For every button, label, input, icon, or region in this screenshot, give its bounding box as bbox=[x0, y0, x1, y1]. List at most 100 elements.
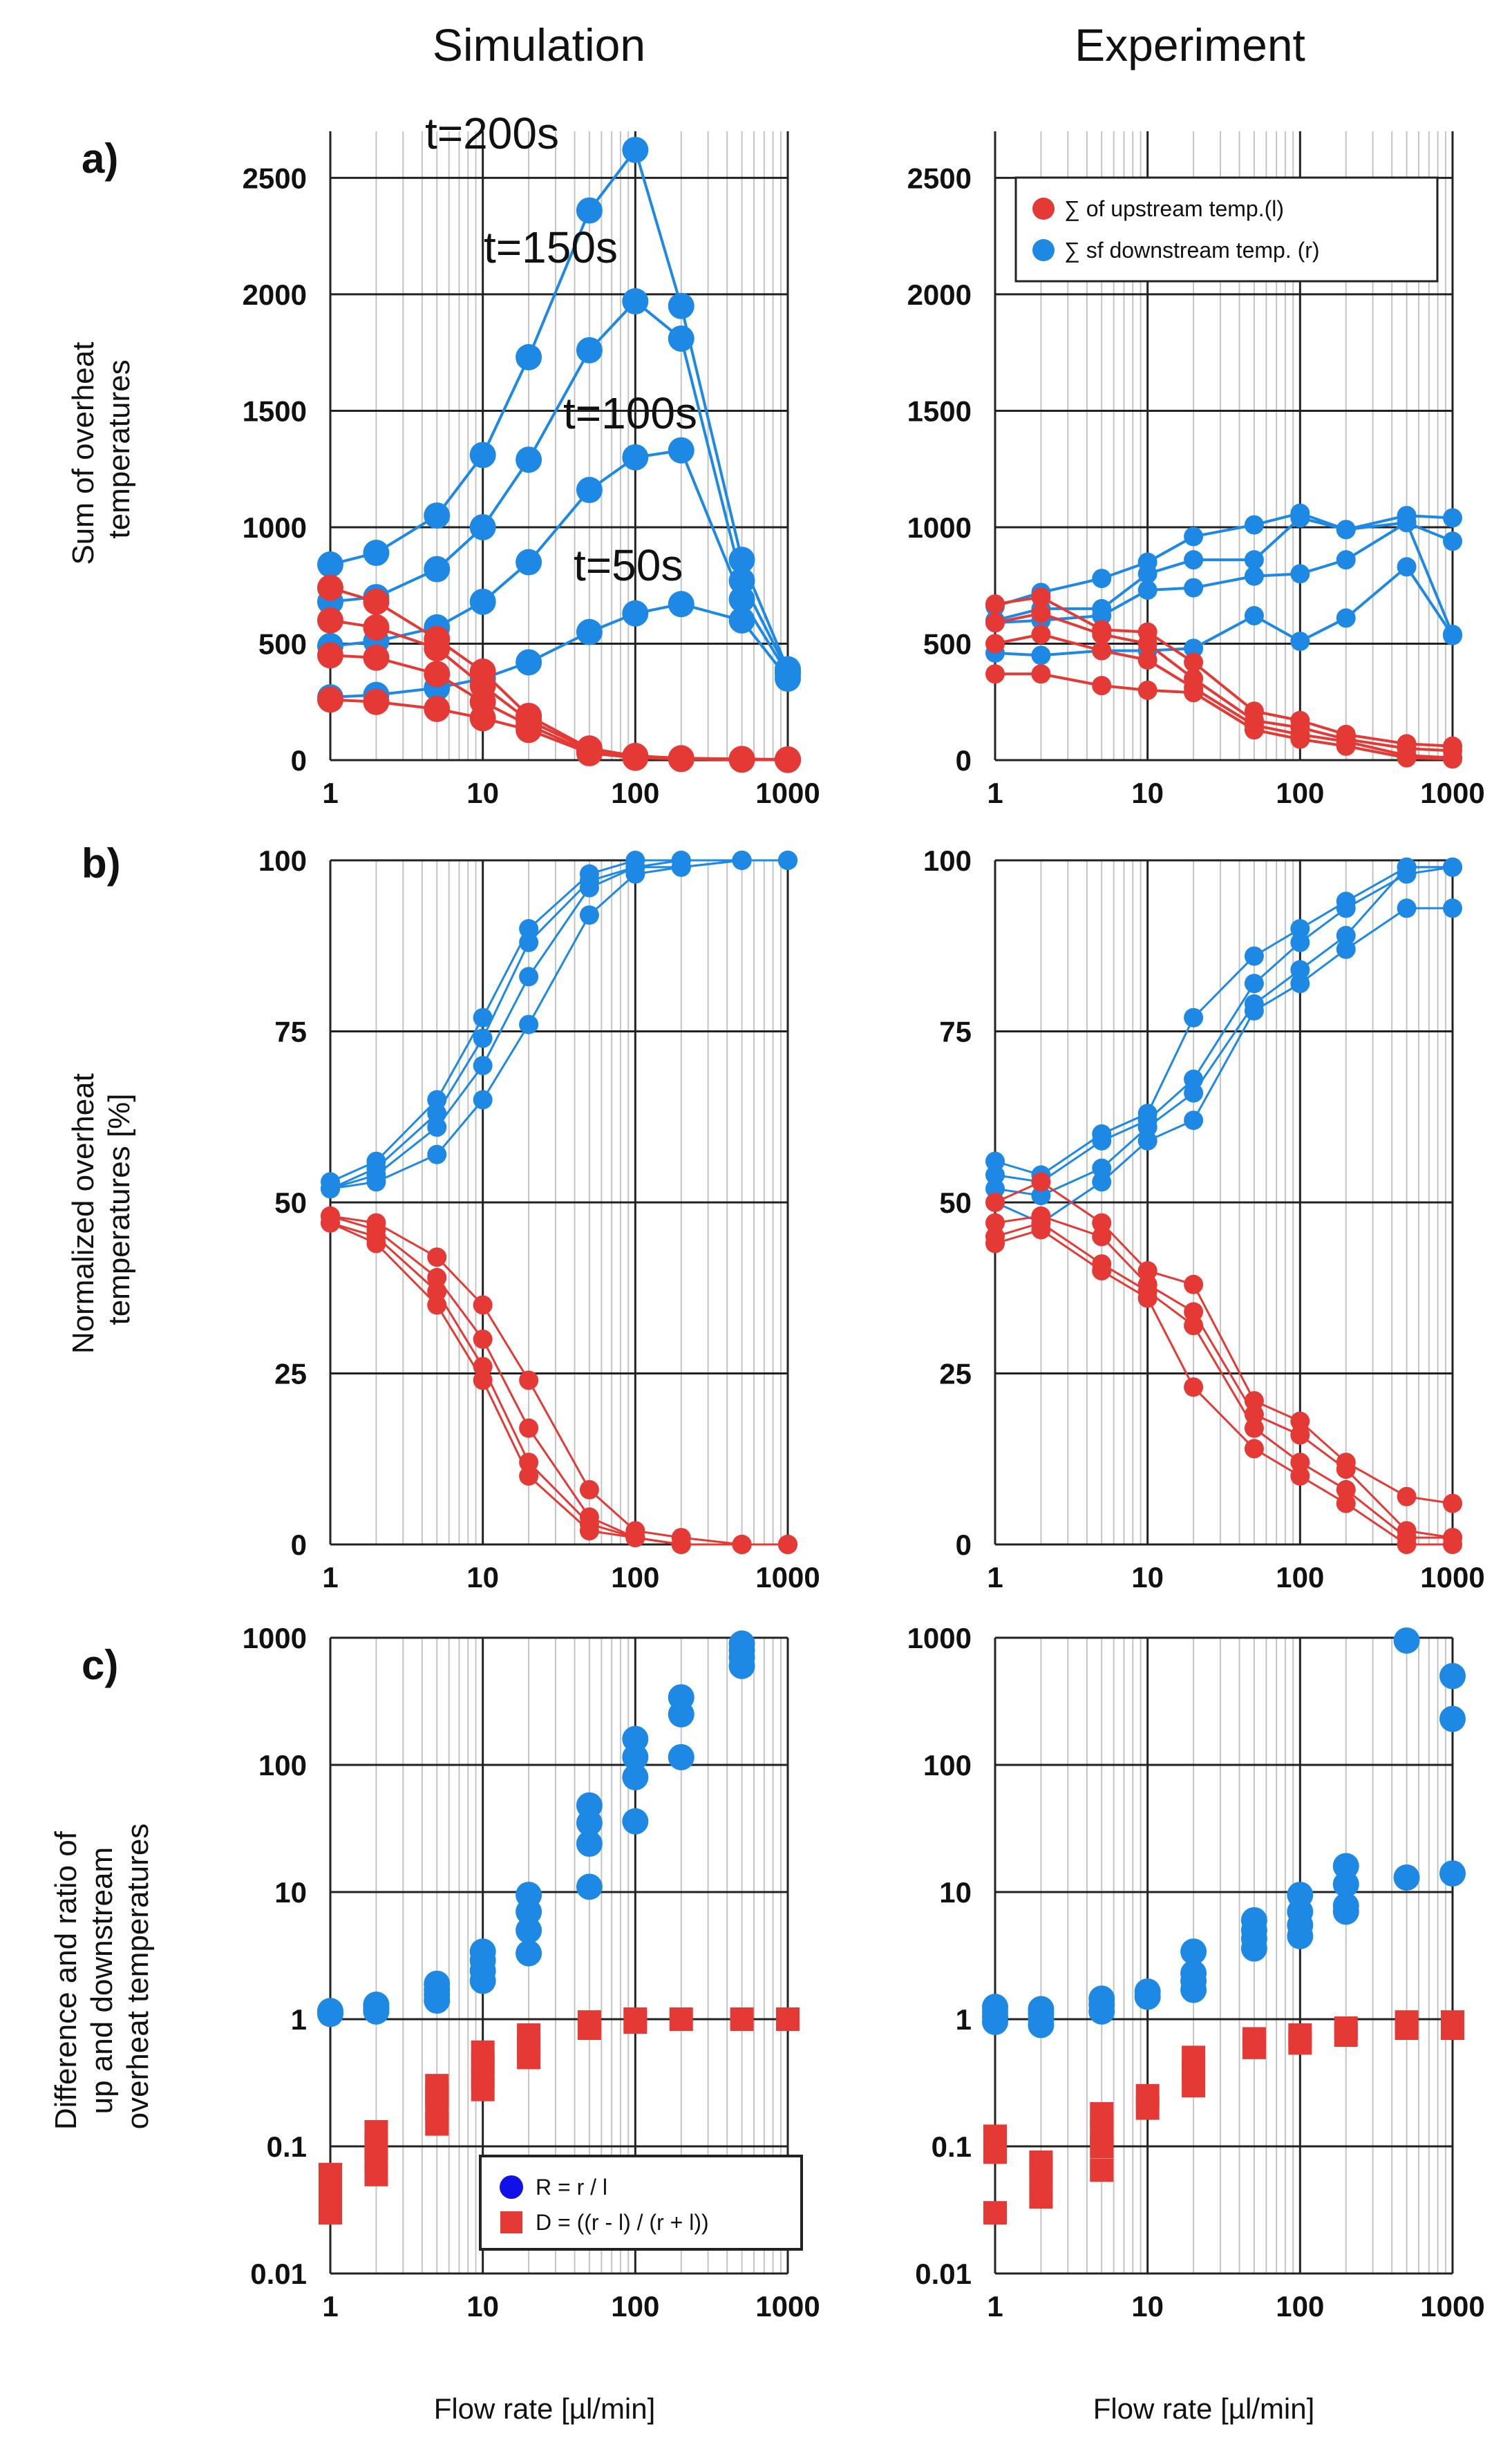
data-point bbox=[671, 1535, 691, 1554]
data-point bbox=[1031, 1186, 1051, 1206]
data-point bbox=[1443, 508, 1462, 528]
data-point bbox=[427, 1117, 447, 1137]
y-tick-label: 0 bbox=[291, 744, 307, 777]
y-tick-label: 50 bbox=[939, 1187, 972, 1219]
data-point bbox=[1184, 639, 1204, 659]
y-tick-label: 0 bbox=[291, 1529, 307, 1561]
data-point bbox=[625, 1528, 645, 1548]
data-point bbox=[516, 446, 542, 473]
y-tick-label: 0.1 bbox=[267, 2130, 307, 2163]
data-point-circle bbox=[317, 1998, 343, 2025]
data-point bbox=[363, 588, 390, 615]
data-point bbox=[1336, 1459, 1356, 1479]
data-point bbox=[317, 607, 343, 634]
data-point bbox=[317, 686, 343, 713]
data-point bbox=[1290, 932, 1310, 952]
data-point bbox=[516, 717, 542, 744]
data-point bbox=[469, 705, 496, 732]
data-point bbox=[1184, 1008, 1204, 1028]
data-point bbox=[473, 1330, 493, 1349]
data-point bbox=[1443, 1493, 1462, 1513]
data-point bbox=[473, 1008, 493, 1028]
data-point-square bbox=[1242, 2027, 1266, 2051]
data-point bbox=[427, 1104, 447, 1124]
data-point-square bbox=[517, 2023, 541, 2047]
data-point bbox=[1443, 1535, 1462, 1554]
x-tick-label: 1000 bbox=[1420, 2290, 1484, 2323]
data-point-circle bbox=[516, 1882, 542, 1909]
panel-b-simulation: 1 10 100 1000 0 25 50 75 100 bbox=[258, 844, 820, 1594]
data-point-circle bbox=[469, 1938, 496, 1965]
data-point bbox=[1443, 625, 1462, 645]
data-point bbox=[1336, 520, 1356, 540]
data-point bbox=[1290, 960, 1310, 980]
x-tick-label: 100 bbox=[611, 2290, 659, 2323]
data-point-circle bbox=[1393, 1627, 1420, 1654]
y-tick-label: 0 bbox=[956, 1529, 972, 1561]
data-point-circle bbox=[622, 1743, 649, 1770]
y-tick-label: 500 bbox=[258, 627, 307, 660]
data-point bbox=[1397, 898, 1417, 918]
data-point-square bbox=[1090, 2102, 1114, 2126]
data-point-square bbox=[364, 2120, 388, 2144]
data-point bbox=[473, 1295, 493, 1315]
data-point bbox=[1137, 1261, 1157, 1280]
data-point bbox=[671, 857, 691, 877]
data-point bbox=[1397, 1535, 1417, 1554]
data-point bbox=[1184, 550, 1204, 570]
data-point bbox=[363, 644, 390, 671]
data-point-circle bbox=[1028, 1996, 1055, 2023]
data-point bbox=[1031, 1220, 1051, 1240]
data-point bbox=[1184, 1274, 1204, 1294]
data-point bbox=[1184, 1316, 1204, 1336]
data-point bbox=[775, 746, 801, 773]
data-point bbox=[1290, 974, 1310, 994]
data-point bbox=[1184, 1377, 1204, 1397]
data-point bbox=[473, 1028, 493, 1048]
legend-panel-a: ∑ of upstream temp.(l) ∑ sf downstream t… bbox=[1014, 176, 1439, 283]
data-point bbox=[424, 556, 451, 583]
legend-c-difference-label: D = ((r - l) / (r + l)) bbox=[536, 2210, 709, 2235]
series-line bbox=[330, 859, 788, 1183]
x-tick-label: 10 bbox=[466, 2290, 499, 2323]
data-point bbox=[424, 502, 451, 529]
column-title-simulation: Simulation bbox=[433, 19, 645, 70]
panel-b-experiment: 1 10 100 1000 0 25 50 75 100 bbox=[923, 844, 1485, 1594]
x-axis-label-simulation: Flow rate [µl/min] bbox=[434, 2392, 656, 2425]
annotation-t200: t=200s bbox=[425, 108, 559, 158]
data-point-circle bbox=[1439, 1705, 1466, 1732]
data-point bbox=[1092, 569, 1112, 589]
data-point bbox=[576, 197, 603, 224]
data-point bbox=[317, 642, 343, 669]
row-label-c: c) bbox=[82, 1642, 118, 1688]
series-line bbox=[994, 866, 1453, 1183]
data-point bbox=[321, 1213, 340, 1233]
y-tick-label: 75 bbox=[274, 1016, 307, 1048]
y-tick-label: 0.01 bbox=[250, 2258, 307, 2290]
data-point bbox=[516, 343, 542, 370]
x-tick-label: 100 bbox=[611, 1561, 659, 1594]
data-point bbox=[778, 1535, 797, 1554]
series-line bbox=[330, 448, 789, 675]
legend-a-upstream-label: ∑ of upstream temp.(l) bbox=[1064, 196, 1284, 221]
x-tick-label: 1 bbox=[987, 1561, 1003, 1594]
data-point bbox=[1244, 550, 1264, 570]
data-point-square bbox=[1090, 2158, 1114, 2182]
data-point-square bbox=[983, 2124, 1007, 2148]
data-point bbox=[1336, 939, 1356, 959]
x-tick-label: 1000 bbox=[755, 777, 820, 809]
data-point bbox=[985, 634, 1005, 654]
data-point bbox=[1092, 1261, 1112, 1280]
data-point bbox=[985, 1193, 1005, 1212]
data-point bbox=[1031, 625, 1051, 644]
panel-a-experiment: 1 10 100 1000 0 500 1000 1500 2000 2500 bbox=[907, 131, 1485, 809]
data-point bbox=[576, 477, 603, 504]
x-tick-label: 10 bbox=[1131, 1561, 1164, 1594]
data-point bbox=[985, 613, 1005, 633]
data-point bbox=[1184, 1302, 1204, 1322]
data-point-circle bbox=[622, 1808, 649, 1835]
data-point-circle bbox=[1240, 1907, 1267, 1934]
y-tick-label: 0.01 bbox=[915, 2258, 972, 2290]
data-point bbox=[519, 1418, 539, 1438]
annotation-t50: t=50s bbox=[574, 540, 683, 590]
